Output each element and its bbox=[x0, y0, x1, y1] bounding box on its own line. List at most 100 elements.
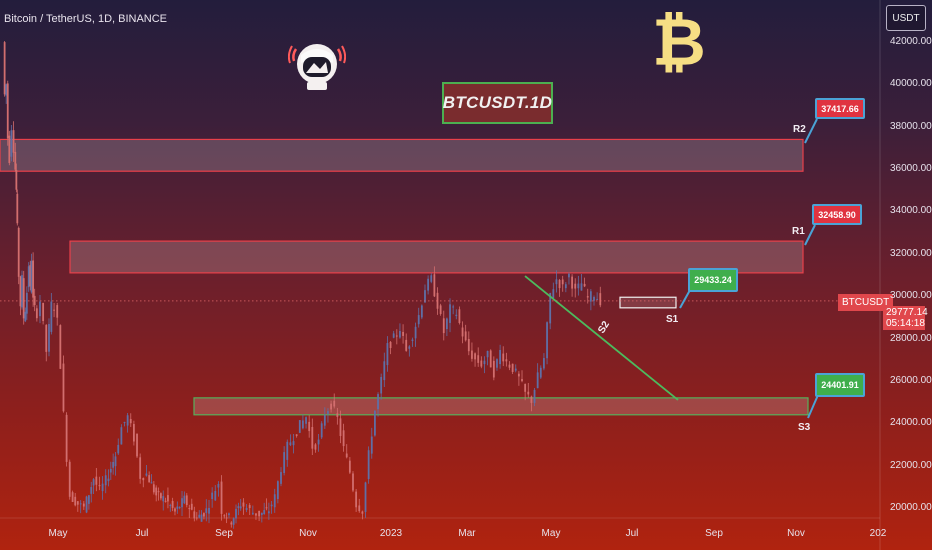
candle-body bbox=[39, 301, 41, 317]
candle-body bbox=[228, 513, 230, 516]
candle-body bbox=[305, 417, 307, 424]
candle-body bbox=[208, 507, 210, 514]
candle-body bbox=[157, 491, 160, 493]
candle-body bbox=[15, 169, 18, 190]
candle-body bbox=[273, 494, 276, 508]
s1-label: S1 bbox=[666, 314, 679, 325]
ticker-tag: BTCUSDT bbox=[838, 294, 894, 311]
zone-s1 bbox=[619, 296, 677, 309]
candle-body bbox=[74, 496, 77, 506]
candle-body bbox=[543, 358, 545, 369]
candle-body bbox=[286, 441, 289, 460]
candle-body bbox=[536, 372, 539, 389]
candle-body bbox=[195, 517, 198, 519]
candle-body bbox=[220, 481, 223, 514]
candle-body bbox=[474, 353, 476, 360]
candle-body bbox=[42, 302, 45, 322]
y-tick-label: 20000.00 bbox=[890, 502, 932, 513]
candle-body bbox=[92, 479, 95, 486]
candle-body bbox=[270, 504, 273, 507]
candle-body bbox=[317, 439, 320, 445]
candle-body bbox=[439, 305, 442, 314]
candle-body bbox=[370, 436, 373, 454]
candle-body bbox=[380, 376, 383, 394]
candle-body bbox=[150, 482, 153, 484]
candle-body bbox=[129, 418, 132, 424]
candle-body bbox=[355, 491, 358, 508]
s1-price-callout: 29433.24 bbox=[688, 268, 738, 292]
candle-body bbox=[48, 324, 50, 352]
candle-body bbox=[593, 297, 595, 301]
candle-body bbox=[461, 327, 464, 337]
candle-body bbox=[242, 502, 245, 507]
chart-title-box: BTCUSDT.1D bbox=[442, 82, 553, 124]
y-tick-label: 36000.00 bbox=[890, 163, 932, 175]
candle-body bbox=[374, 410, 376, 436]
candle-body bbox=[492, 360, 495, 378]
candle-body bbox=[71, 492, 74, 502]
candle-body bbox=[169, 504, 172, 506]
candle-body bbox=[348, 460, 351, 473]
candle-body bbox=[336, 413, 339, 417]
candle-body bbox=[8, 135, 11, 163]
candle-body bbox=[505, 359, 508, 362]
candle-body bbox=[298, 420, 301, 433]
candle-body bbox=[405, 339, 408, 351]
candle-body bbox=[90, 487, 93, 494]
candle-body bbox=[414, 326, 417, 339]
candle-body bbox=[35, 308, 38, 319]
candle-body bbox=[19, 276, 22, 307]
candle-body bbox=[65, 414, 68, 462]
candle-body bbox=[521, 379, 523, 382]
y-tick-label: 22000.00 bbox=[890, 459, 932, 471]
candle-body bbox=[198, 514, 201, 518]
candle-body bbox=[508, 364, 511, 368]
candle-body bbox=[589, 291, 592, 302]
candle-body bbox=[455, 314, 458, 317]
candle-body bbox=[76, 501, 79, 505]
candle-body bbox=[464, 331, 467, 341]
candle-body bbox=[389, 341, 392, 349]
candle-body bbox=[361, 511, 364, 514]
candle-body bbox=[167, 495, 169, 502]
candle-body bbox=[568, 273, 570, 278]
candle-body bbox=[217, 483, 220, 488]
candle-body bbox=[200, 514, 203, 522]
candle-body bbox=[549, 292, 552, 324]
candle-body bbox=[555, 279, 558, 285]
candle-body bbox=[101, 483, 104, 492]
candle-body bbox=[178, 507, 181, 509]
candle-body bbox=[223, 515, 226, 517]
candle-body bbox=[289, 442, 292, 446]
x-tick-label: 202 bbox=[869, 528, 887, 539]
currency-button[interactable]: USDT bbox=[886, 5, 926, 31]
candle-body bbox=[50, 301, 53, 332]
r1-label: R1 bbox=[792, 226, 805, 237]
candle-body bbox=[211, 492, 214, 500]
last-price-tag: 29777.14 05:14:18 bbox=[883, 306, 928, 330]
candle-body bbox=[358, 505, 361, 512]
bitcoin-logo-icon: ₿ bbox=[652, 4, 706, 81]
candle-body bbox=[417, 315, 420, 325]
candle-body bbox=[145, 473, 148, 476]
candle-body bbox=[132, 424, 135, 442]
candle-body bbox=[117, 444, 120, 454]
candle-body bbox=[420, 305, 423, 318]
candle-body bbox=[596, 298, 599, 300]
candle-body bbox=[230, 522, 233, 525]
candle-body bbox=[276, 481, 279, 500]
candle-body bbox=[377, 394, 379, 410]
candle-body bbox=[159, 493, 162, 499]
candle-body bbox=[295, 434, 298, 436]
candle-body bbox=[427, 278, 430, 291]
trendline-s2 bbox=[524, 275, 679, 401]
candle-body bbox=[232, 518, 235, 525]
candle-body bbox=[16, 193, 19, 224]
candle-body bbox=[546, 322, 548, 359]
candle-body bbox=[109, 468, 112, 473]
zone-r2 bbox=[0, 138, 804, 172]
candle-body bbox=[352, 473, 354, 491]
last-price-value: 29777.14 bbox=[886, 307, 928, 318]
r1-price-callout: 32458.90 bbox=[812, 204, 862, 225]
